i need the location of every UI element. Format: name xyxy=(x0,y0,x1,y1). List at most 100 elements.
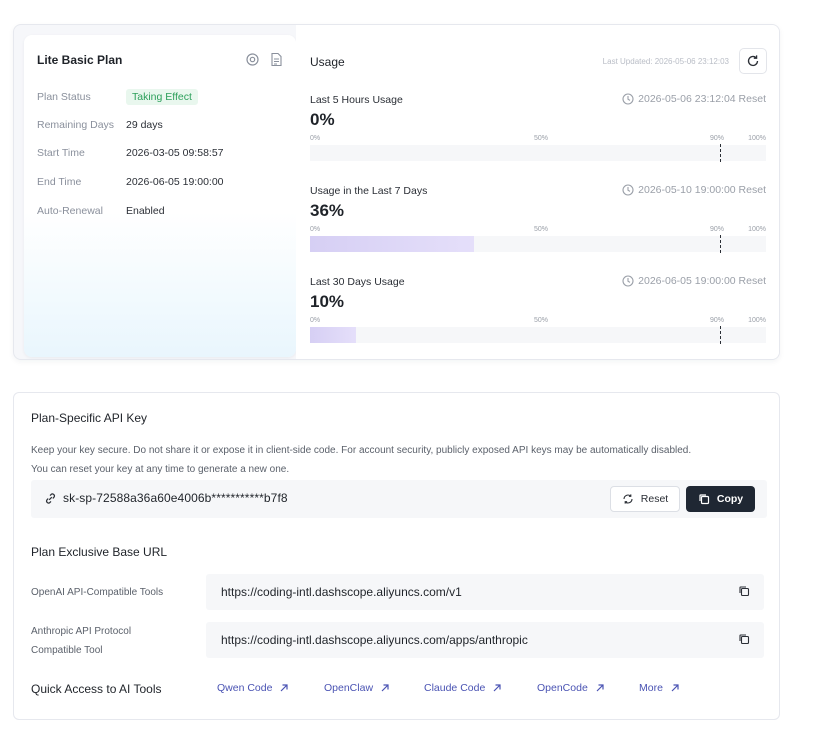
scale-100: 100% xyxy=(748,135,766,142)
remaining-days-value: 29 days xyxy=(126,119,163,131)
start-time-value: 2026-03-05 09:58:57 xyxy=(126,147,224,159)
plan-actions xyxy=(245,52,284,67)
auto-renewal-label: Auto-Renewal xyxy=(37,205,103,217)
scale-0: 0% xyxy=(310,135,321,142)
link-label: OpenClaw xyxy=(324,682,374,694)
reset-key-label: Reset xyxy=(640,493,669,505)
scale-50: 50% xyxy=(534,317,549,324)
copy-key-label: Copy xyxy=(716,493,744,505)
api-key-description-line: You can reset your key at any time to ge… xyxy=(31,464,290,475)
scale-90: 90% xyxy=(710,226,725,233)
threshold-marker xyxy=(720,235,722,253)
link-label: Qwen Code xyxy=(217,682,273,694)
scale-100: 100% xyxy=(748,226,766,233)
end-time-label: End Time xyxy=(37,176,82,188)
usage-bar xyxy=(310,144,766,162)
reset-time-text: 2026-06-05 19:00:00 Reset xyxy=(638,275,766,287)
api-key-description: Keep your key secure. Do not share it or… xyxy=(31,441,771,479)
reset-time: 2026-06-05 19:00:00 Reset xyxy=(622,275,766,287)
openai-url-value[interactable]: https://coding-intl.dashscope.aliyuncs.c… xyxy=(221,585,462,599)
usage-percent: 10% xyxy=(310,292,345,311)
external-arrow-icon xyxy=(493,684,501,692)
usage-block-30d: Last 30 Days Usage 2026-06-05 19:00:00 R… xyxy=(310,275,766,356)
reset-time: 2026-05-10 19:00:00 Reset xyxy=(622,184,766,196)
start-time-label: Start Time xyxy=(37,147,85,159)
api-key-field: sk-sp-72588a36a60e4006b***********b7f8 R… xyxy=(31,480,767,518)
settings-circle-icon[interactable] xyxy=(245,52,260,67)
api-key-value[interactable]: sk-sp-72588a36a60e4006b***********b7f8 xyxy=(63,491,288,505)
usage-percent: 0% xyxy=(310,110,335,129)
usage-block-5h: Last 5 Hours Usage 2026-05-06 23:12:04 R… xyxy=(310,93,766,174)
api-key-card: Plan-Specific API Key Keep your key secu… xyxy=(13,392,780,720)
anthropic-url-label-line: Compatible Tool xyxy=(31,645,103,656)
usage-bar xyxy=(310,235,766,253)
reset-time: 2026-05-06 23:12:04 Reset xyxy=(622,93,766,105)
last-updated-text: Last Updated: 2026-05-06 23:12:03 xyxy=(602,57,729,66)
threshold-marker xyxy=(720,326,722,344)
opencode-link[interactable]: OpenCode xyxy=(537,682,605,694)
qwen-code-link[interactable]: Qwen Code xyxy=(217,682,289,694)
openai-url-field: https://coding-intl.dashscope.aliyuncs.c… xyxy=(206,574,764,610)
usage-label: Last 5 Hours Usage xyxy=(310,94,403,106)
refresh-icon xyxy=(623,494,633,504)
quick-access-title: Quick Access to AI Tools xyxy=(31,682,162,696)
status-badge: Taking Effect xyxy=(126,89,198,105)
auto-renewal-value: Enabled xyxy=(126,205,165,217)
openclaw-link[interactable]: OpenClaw xyxy=(324,682,390,694)
copy-icon[interactable] xyxy=(738,633,750,645)
usage-bar xyxy=(310,326,766,344)
anthropic-url-label-line: Anthropic API Protocol xyxy=(31,626,132,637)
clock-icon xyxy=(622,93,634,105)
anthropic-url-field: https://coding-intl.dashscope.aliyuncs.c… xyxy=(206,622,764,658)
api-key-description-line: Keep your key secure. Do not share it or… xyxy=(31,445,692,456)
reset-time-text: 2026-05-06 23:12:04 Reset xyxy=(638,93,766,105)
threshold-marker xyxy=(720,144,722,162)
document-icon[interactable] xyxy=(269,52,284,67)
more-link[interactable]: More xyxy=(639,682,680,694)
anthropic-url-label: Anthropic API Protocol Compatible Tool xyxy=(31,622,196,660)
scale-90: 90% xyxy=(710,317,725,324)
scale-50: 50% xyxy=(534,135,549,142)
scale-0: 0% xyxy=(310,226,321,233)
usage-bar-fill xyxy=(310,236,475,252)
end-time-value: 2026-06-05 19:00:00 xyxy=(126,176,224,188)
link-label: OpenCode xyxy=(537,682,588,694)
anthropic-url-value[interactable]: https://coding-intl.dashscope.aliyuncs.c… xyxy=(221,633,528,647)
scale-100: 100% xyxy=(748,317,766,324)
subscription-card: Lite Basic Plan Plan Status Taking Effec… xyxy=(13,24,780,360)
api-key-title: Plan-Specific API Key xyxy=(31,411,148,425)
refresh-button[interactable] xyxy=(739,48,767,74)
plan-title: Lite Basic Plan xyxy=(37,53,123,67)
refresh-icon xyxy=(747,55,759,67)
reset-key-button[interactable]: Reset xyxy=(610,486,680,512)
plan-status-label: Plan Status xyxy=(37,91,91,103)
usage-panel: Usage Last Updated: 2026-05-06 23:12:03 … xyxy=(296,25,779,359)
scale-50: 50% xyxy=(534,226,549,233)
claude-code-link[interactable]: Claude Code xyxy=(424,682,502,694)
end-time-row: End Time 2026-06-05 19:00:00 xyxy=(37,176,224,188)
external-arrow-icon xyxy=(596,684,604,692)
base-url-title: Plan Exclusive Base URL xyxy=(31,545,168,559)
usage-block-7d: Usage in the Last 7 Days 2026-05-10 19:0… xyxy=(310,184,766,265)
usage-percent: 36% xyxy=(310,201,345,220)
link-label: Claude Code xyxy=(424,682,486,694)
start-time-row: Start Time 2026-03-05 09:58:57 xyxy=(37,147,224,159)
copy-icon[interactable] xyxy=(738,585,750,597)
usage-bar-fill xyxy=(310,327,356,343)
usage-label: Last 30 Days Usage xyxy=(310,276,405,288)
openai-url-label: OpenAI API-Compatible Tools xyxy=(31,587,164,598)
clock-icon xyxy=(622,184,634,196)
plan-status-row: Plan Status Taking Effect xyxy=(37,89,198,105)
scale-90: 90% xyxy=(710,135,725,142)
scale-0: 0% xyxy=(310,317,321,324)
usage-label: Usage in the Last 7 Days xyxy=(310,185,428,197)
link-label: More xyxy=(639,682,663,694)
external-arrow-icon xyxy=(381,684,389,692)
reset-time-text: 2026-05-10 19:00:00 Reset xyxy=(638,184,766,196)
external-arrow-icon xyxy=(281,684,289,692)
external-arrow-icon xyxy=(671,684,679,692)
copy-icon xyxy=(699,494,709,505)
auto-renewal-row: Auto-Renewal Enabled xyxy=(37,205,165,217)
link-icon xyxy=(46,493,55,504)
copy-key-button[interactable]: Copy xyxy=(686,486,755,512)
